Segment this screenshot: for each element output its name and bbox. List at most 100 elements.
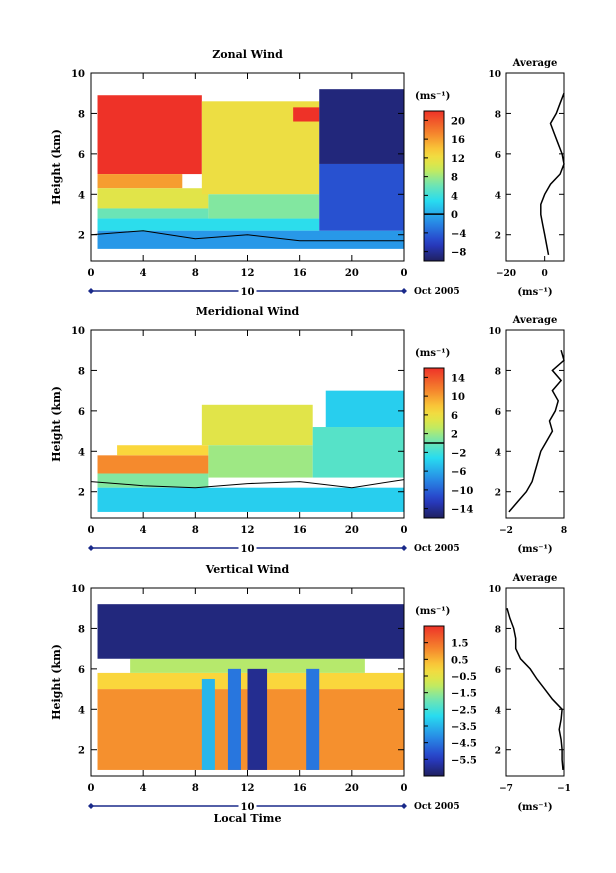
colorbar-tick-label: −8	[451, 248, 466, 259]
average-x-tick-label: −20	[496, 269, 516, 279]
heatmap-cell	[208, 445, 313, 478]
x-tick-label: 0	[88, 268, 95, 279]
average-y-tick-label: 6	[495, 666, 501, 676]
colorbar-tick-label: −2	[451, 448, 466, 459]
colorbar-tick-label: 4	[451, 191, 458, 202]
x-tick-label: 16	[293, 525, 307, 536]
day-label: 10	[241, 287, 255, 298]
x-tick-label: 20	[345, 525, 359, 536]
colorbar	[423, 625, 445, 777]
average-y-tick-label: 6	[495, 408, 501, 418]
average-profile-line	[540, 92, 565, 256]
day-label-bg	[238, 285, 257, 297]
heatmap-layer	[91, 390, 404, 512]
heatmap-cell	[306, 668, 320, 770]
x-tick-label: 12	[241, 783, 255, 794]
heatmap-cell	[312, 427, 404, 478]
average-y-tick-label: 2	[495, 747, 501, 757]
average-profile-line	[506, 607, 564, 770]
day-label-bg	[238, 800, 257, 812]
y-axis-label: Height (km)	[50, 386, 63, 462]
y-tick-label: 2	[78, 231, 85, 242]
y-tick-label: 4	[78, 705, 85, 716]
colorbar-tick-label: −10	[451, 486, 473, 497]
colorbar-tick-label: 8	[451, 173, 458, 184]
heatmap-cell	[201, 678, 215, 770]
average-profile-line	[508, 349, 565, 513]
average-y-tick-label: 10	[488, 70, 501, 80]
heatmap-cell	[97, 604, 404, 659]
average-x-label: (ms⁻¹)	[517, 802, 552, 813]
colorbar-tick-label: −1.5	[451, 689, 477, 700]
average-y-tick-label: 6	[495, 151, 501, 161]
y-tick-label: 10	[71, 584, 85, 595]
x-tick-label: 4	[140, 525, 147, 536]
y-axis-label: Height (km)	[50, 129, 63, 205]
heatmap-cell	[293, 107, 320, 122]
colorbar-tick-label: 20	[451, 116, 465, 127]
day-label: 10	[241, 802, 255, 813]
heatmap-cell	[117, 445, 209, 456]
average-y-tick-label: 10	[488, 327, 501, 337]
chart-title: Zonal Wind	[212, 48, 283, 61]
zero-contour	[91, 230, 404, 242]
y-tick-label: 6	[78, 150, 85, 161]
heatmap-cell	[319, 89, 404, 164]
heatmap-cell	[247, 668, 268, 770]
heatmap-cell	[325, 390, 404, 428]
average-frame	[505, 587, 565, 777]
average-frame	[505, 329, 565, 519]
heatmap-cell	[97, 95, 202, 175]
y-tick-label: 10	[71, 326, 85, 337]
y-tick-label: 10	[71, 69, 85, 80]
average-x-tick-label: −2	[499, 526, 513, 536]
day-marker	[401, 288, 407, 294]
x-tick-label: 12	[241, 268, 255, 279]
x-tick-label: 4	[140, 268, 147, 279]
colorbar-tick-label: 0.5	[451, 655, 468, 666]
colorbar-tick-label: 14	[451, 373, 465, 384]
average-y-tick-label: 4	[495, 706, 501, 716]
heatmap-cell	[97, 473, 209, 488]
y-tick-label: 6	[78, 665, 85, 676]
average-y-tick-label: 2	[495, 232, 501, 242]
colorbar-unit: (ms⁻¹)	[415, 348, 450, 359]
average-x-tick-label: −1	[557, 784, 571, 794]
heatmap-layer	[91, 89, 404, 249]
colorbar-tick-label: 1.5	[451, 639, 468, 650]
y-axis-label: Height (km)	[50, 644, 63, 720]
heatmap-cell	[227, 668, 241, 770]
average-title: Average	[512, 573, 558, 584]
colorbar	[423, 110, 445, 262]
heatmap-cell	[97, 188, 209, 209]
heatmap-cell	[97, 230, 404, 249]
colorbar-tick-label: −14	[451, 505, 473, 516]
colorbar-tick-label: −0.5	[451, 672, 477, 683]
heatmap-layer	[97, 604, 404, 770]
average-y-tick-label: 4	[495, 191, 501, 201]
chart-title: Meridional Wind	[196, 305, 300, 318]
colorbar-tick-label: 12	[451, 154, 465, 165]
x-tick-label: 16	[293, 783, 307, 794]
heatmap-cell	[97, 487, 404, 512]
y-tick-label: 8	[78, 366, 85, 377]
colorbar-tick-label: 0	[451, 210, 458, 221]
colorbar-tick-label: −4	[451, 229, 466, 240]
day-marker	[401, 803, 407, 809]
x-tick-label: 0	[88, 525, 95, 536]
average-title: Average	[512, 315, 558, 326]
colorbar-tick-label: −2.5	[451, 705, 477, 716]
day-label-bg	[238, 542, 257, 554]
zero-contour	[91, 479, 404, 489]
y-tick-label: 6	[78, 407, 85, 418]
day-marker	[401, 545, 407, 551]
heatmap-cell	[97, 208, 209, 219]
date-label: Oct 2005	[414, 544, 460, 554]
heatmap-cell	[208, 194, 320, 219]
heatmap-cell	[201, 404, 313, 446]
heatmap-cell	[97, 218, 320, 231]
colorbar-tick-label: 2	[451, 430, 458, 441]
y-tick-label: 8	[78, 624, 85, 635]
x-tick-label: 16	[293, 268, 307, 279]
